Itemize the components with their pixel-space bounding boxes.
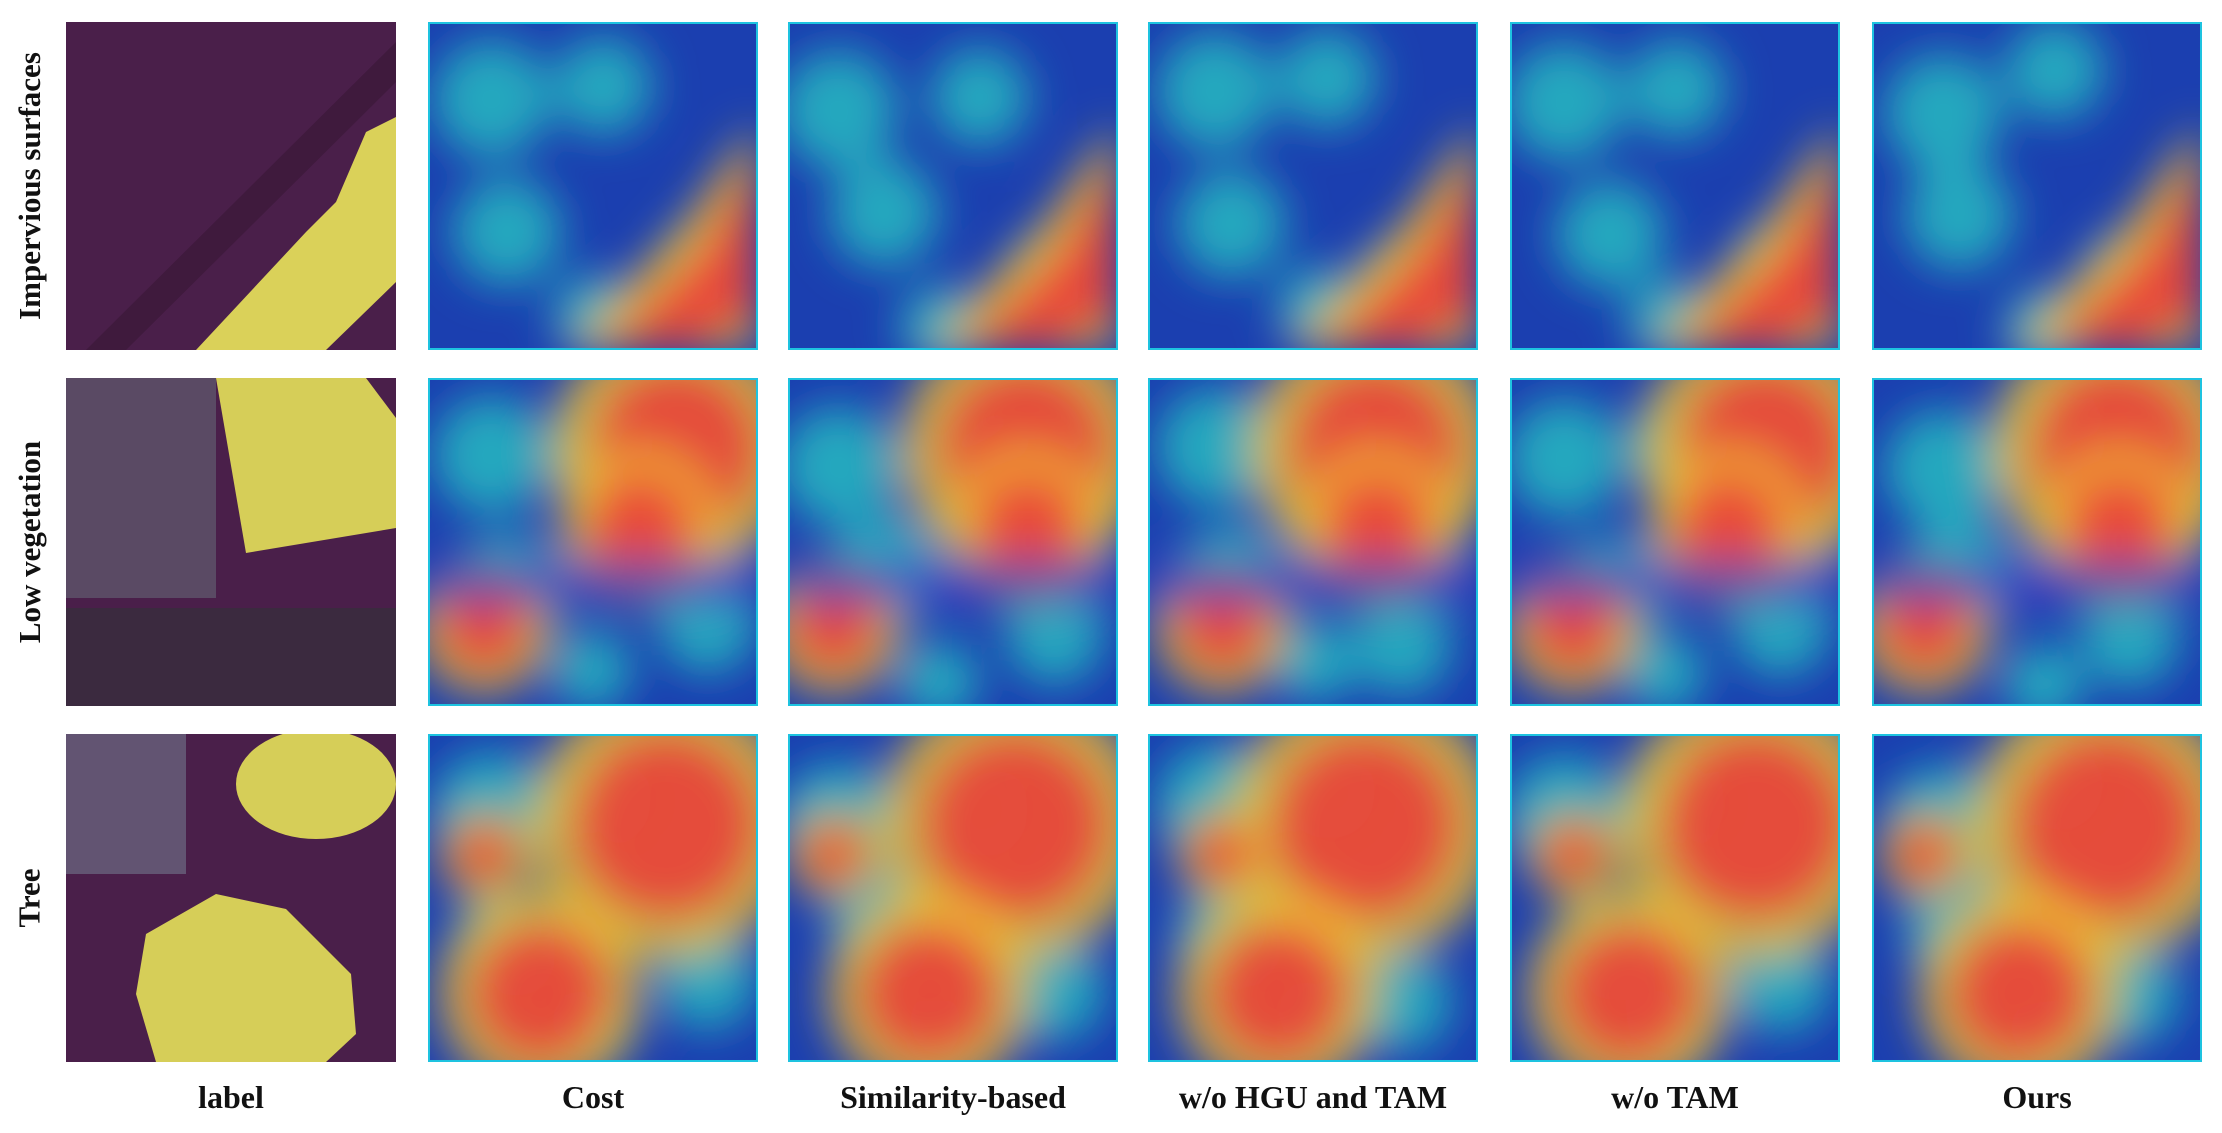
heatmap-low-vegetation-ours — [1872, 378, 2202, 706]
col-label-cost: Cost — [561, 1079, 625, 1115]
heatmap-low-vegetation-wo-hgu-tam — [1148, 378, 1478, 706]
heatmap-low-vegetation-cost — [428, 378, 758, 706]
heatmap-impervious-wo-tam — [1510, 22, 1840, 350]
heatmap-impervious-similarity — [788, 22, 1118, 350]
col-label-wo-tam: w/o TAM — [1611, 1079, 1739, 1115]
heatmap-tree-wo-hgu-tam — [1148, 734, 1478, 1062]
heatmap-impervious-cost — [428, 22, 758, 350]
col-label-ours: Ours — [2002, 1079, 2072, 1115]
heatmap-tree-similarity — [788, 734, 1118, 1062]
label-image-low-vegetation-label — [66, 378, 396, 706]
col-label-label: label — [198, 1079, 264, 1115]
col-label-similarity: Similarity-based — [840, 1079, 1066, 1115]
col-label-wo-hgu-tam: w/o HGU and TAM — [1178, 1079, 1448, 1115]
heatmap-tree-cost — [428, 734, 758, 1062]
heatmap-low-vegetation-wo-tam — [1510, 378, 1840, 706]
heatmap-tree-wo-tam — [1510, 734, 1840, 1062]
label-image-impervious-label — [66, 22, 396, 350]
heatmap-impervious-ours — [1872, 22, 2202, 350]
heatmap-impervious-wo-hgu-tam — [1148, 22, 1478, 350]
heatmap-low-vegetation-similarity — [788, 378, 1118, 706]
row-label-low-vegetation: Low vegetation — [12, 440, 47, 644]
label-image-tree-label — [66, 734, 396, 1062]
row-label-tree: Tree — [12, 868, 47, 928]
row-label-impervious: Impervious surfaces — [12, 52, 48, 320]
heatmap-tree-ours — [1872, 734, 2202, 1062]
